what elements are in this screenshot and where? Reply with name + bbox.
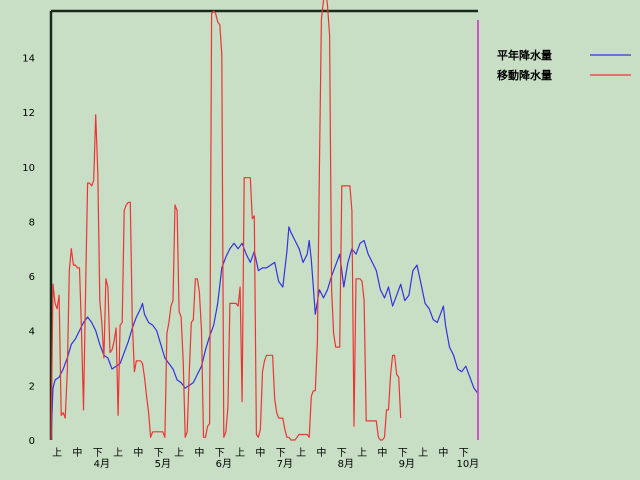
x-dekad-label: 中 [316,446,326,459]
x-dekad-label: 上 [52,447,62,459]
y-tick-label-8: 8 [29,217,35,228]
x-month-label: 10月 [456,458,479,470]
x-dekad-label: 下 [337,448,347,459]
x-dekad-label: 下 [276,448,286,459]
legend-label-1: 移動降水量 [497,68,552,82]
x-dekad-label: 上 [113,447,123,459]
x-month-label: 8月 [338,458,354,470]
y-tick-label-10: 10 [22,163,35,174]
x-dekad-label: 下 [93,448,103,459]
series-line-1 [50,0,402,441]
x-dekad-label: 下 [459,448,469,459]
x-month-label: 6月 [216,458,232,470]
x-month-label: 7月 [277,458,293,470]
x-dekad-label: 下 [215,448,225,459]
x-month-label: 9月 [399,458,415,470]
y-tick-label-12: 12 [22,108,35,119]
x-dekad-label: 中 [72,446,82,459]
x-dekad-label: 上 [174,447,184,459]
x-dekad-label: 上 [357,447,367,459]
x-dekad-label: 中 [377,446,387,459]
y-tick-label-4: 4 [29,327,35,338]
x-month-label: 5月 [155,458,171,470]
y-tick-label-2: 2 [29,381,35,392]
x-dekad-label: 中 [194,446,204,459]
y-tick-label-0: 0 [29,436,35,447]
x-dekad-label: 中 [438,446,448,459]
x-dekad-label: 上 [296,447,306,459]
x-month-label: 4月 [94,458,110,470]
y-tick-label-6: 6 [29,272,35,283]
legend-label-0: 平年降水量 [497,48,552,62]
series-line-0 [50,226,479,441]
x-dekad-label: 下 [398,448,408,459]
x-dekad-label: 上 [235,447,245,459]
x-dekad-label: 中 [255,446,265,459]
y-tick-label-14: 14 [22,53,35,64]
x-dekad-label: 中 [133,446,143,459]
x-dekad-label: 下 [154,448,164,459]
x-dekad-label: 上 [418,447,428,459]
